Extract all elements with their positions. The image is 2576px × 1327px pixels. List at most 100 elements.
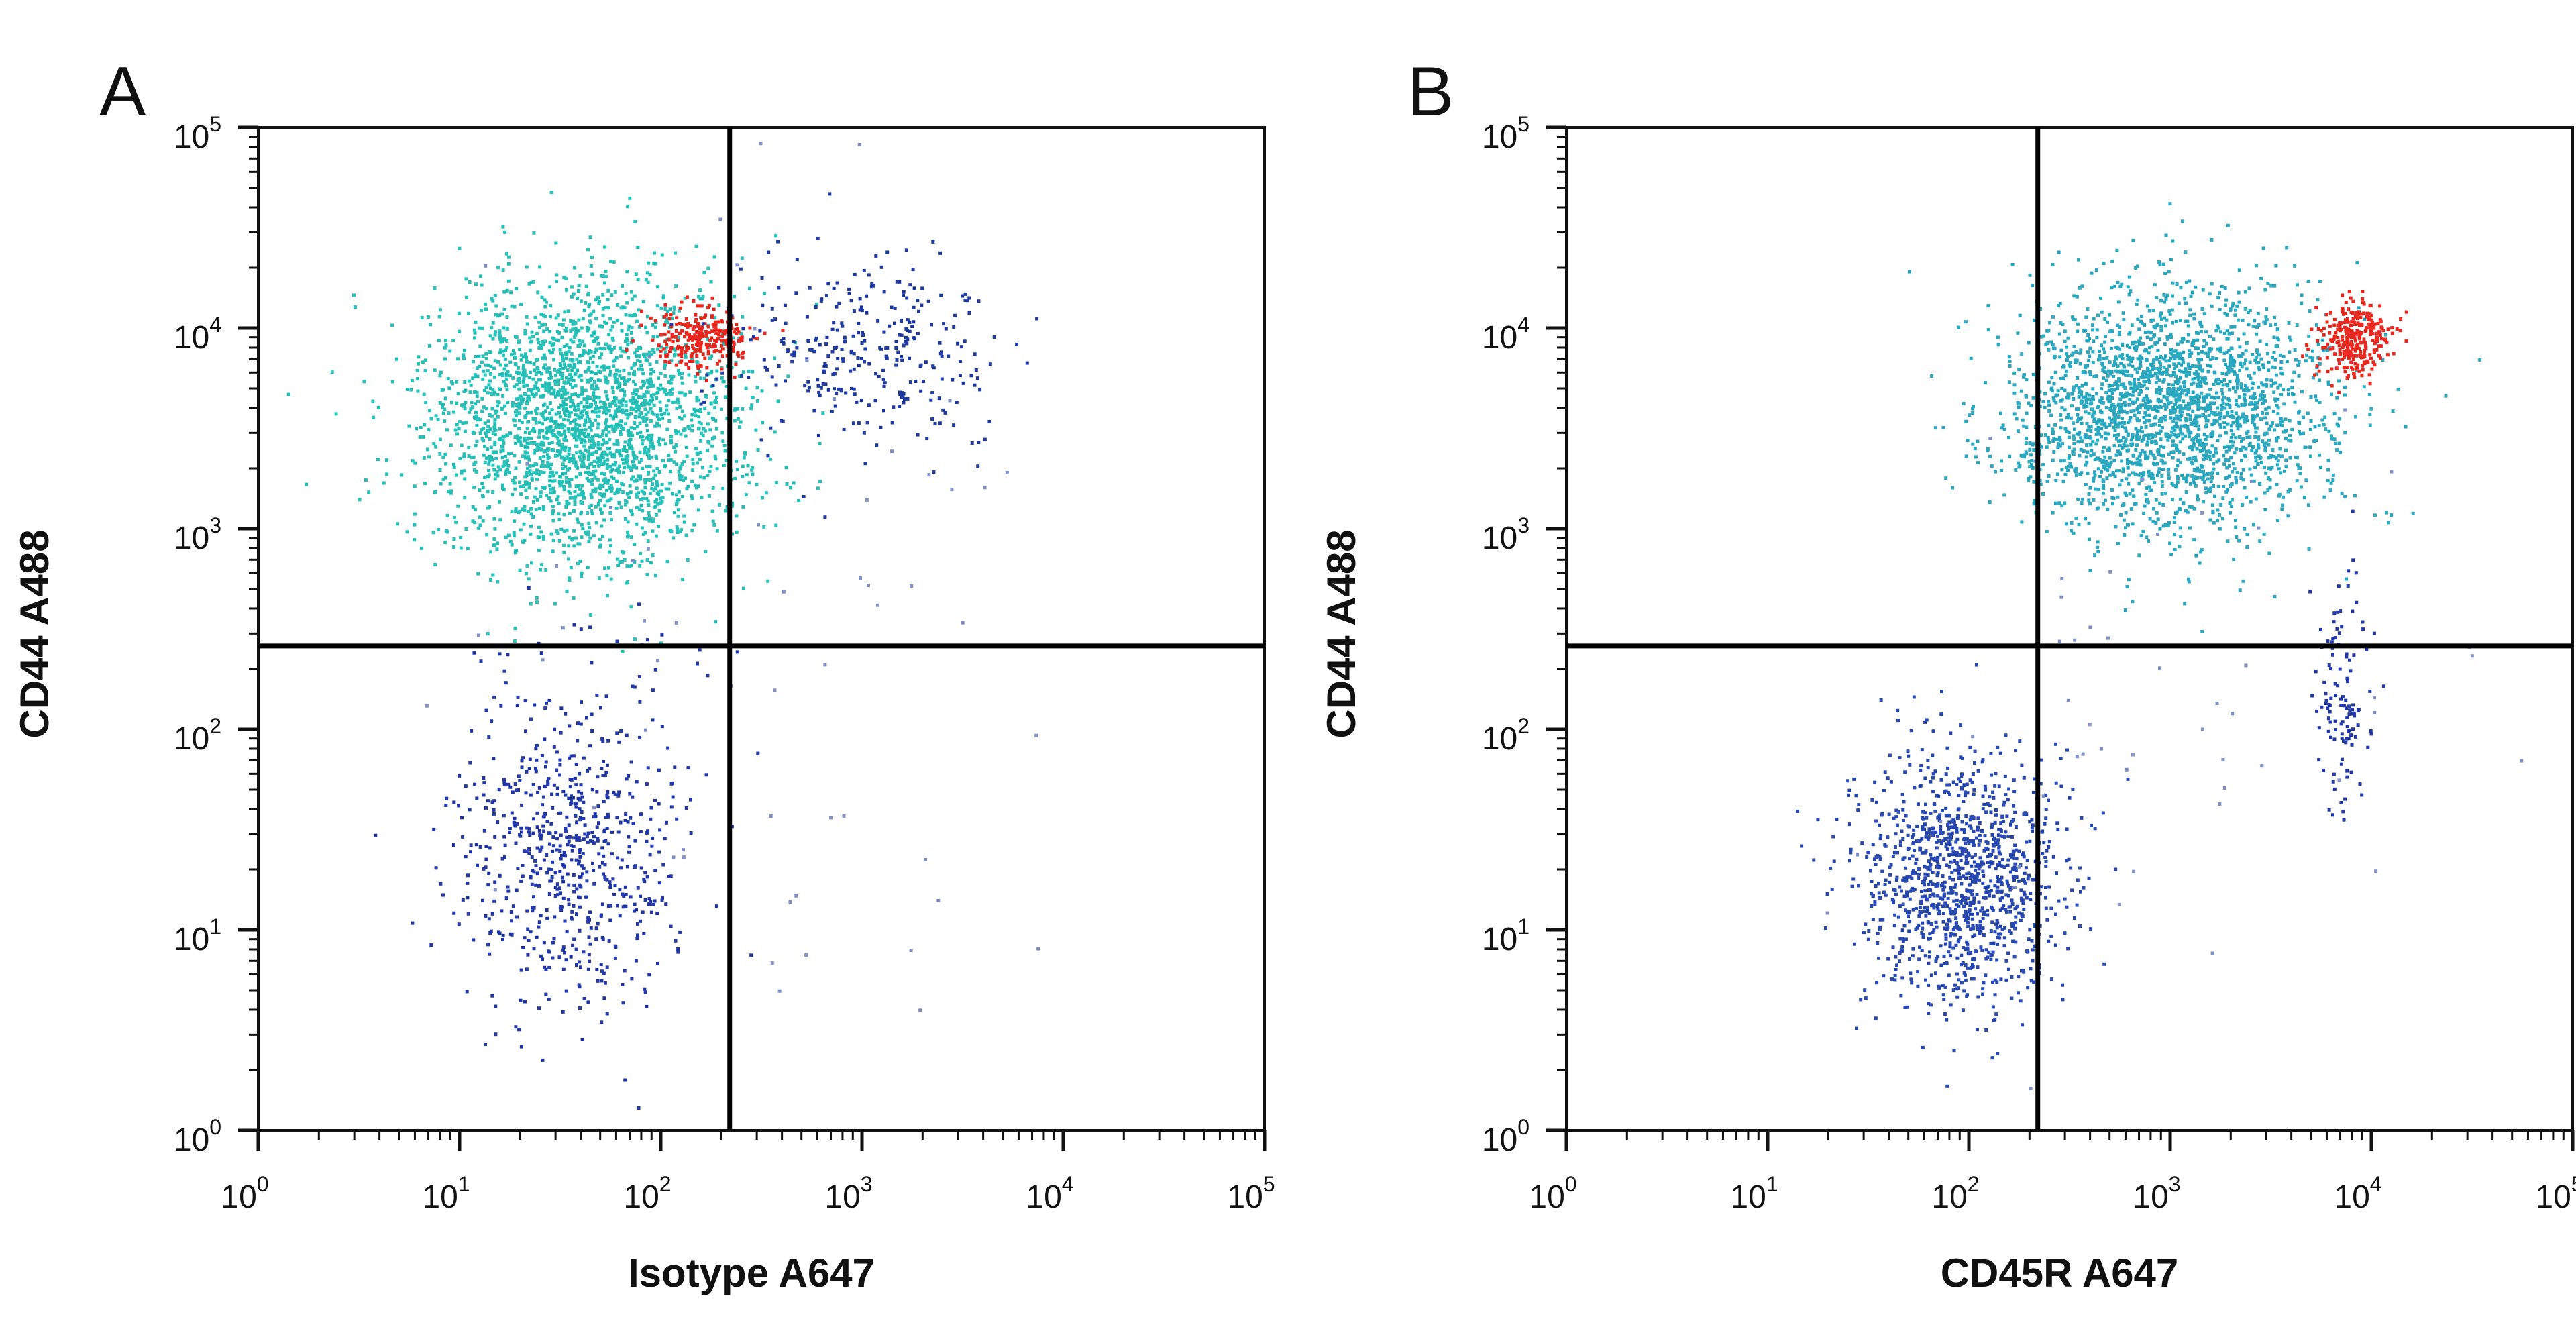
event-dot bbox=[828, 192, 832, 196]
event-dot bbox=[505, 346, 509, 350]
event-dot bbox=[702, 376, 706, 380]
event-dot bbox=[737, 339, 741, 343]
event-dot bbox=[577, 960, 581, 964]
event-dot bbox=[2298, 472, 2302, 476]
event-dot bbox=[2192, 507, 2196, 511]
event-dot bbox=[561, 393, 565, 397]
event-dot bbox=[513, 441, 517, 445]
event-dot bbox=[372, 415, 375, 419]
event-dot bbox=[2093, 553, 2097, 558]
event-dot bbox=[568, 724, 572, 728]
event-dot bbox=[459, 535, 463, 539]
event-dot bbox=[407, 424, 411, 428]
event-dot bbox=[585, 870, 589, 874]
event-dot bbox=[376, 458, 380, 461]
event-dot bbox=[564, 397, 568, 401]
event-dot bbox=[2254, 459, 2258, 463]
event-dot bbox=[2043, 392, 2047, 396]
event-dot bbox=[2269, 323, 2273, 327]
event-dot bbox=[557, 323, 561, 327]
event-dot bbox=[484, 407, 488, 411]
event-dot bbox=[570, 478, 574, 482]
event-dot bbox=[905, 341, 909, 346]
event-dot bbox=[549, 191, 553, 194]
event-dot bbox=[699, 450, 703, 454]
event-dot bbox=[698, 304, 702, 308]
event-dot bbox=[2255, 332, 2259, 336]
event-dot bbox=[447, 490, 451, 494]
event-dot bbox=[643, 451, 647, 455]
event-dot bbox=[701, 295, 705, 299]
event-dot bbox=[497, 788, 501, 792]
event-dot bbox=[542, 403, 545, 407]
event-dot bbox=[536, 367, 540, 371]
event-dot bbox=[549, 822, 553, 826]
event-dot bbox=[2273, 366, 2277, 370]
event-dot bbox=[2219, 425, 2223, 429]
event-dot bbox=[589, 264, 593, 268]
event-dot bbox=[2188, 308, 2192, 312]
event-dot bbox=[853, 392, 857, 396]
event-dot bbox=[525, 826, 529, 830]
event-dot bbox=[588, 959, 591, 963]
event-dot bbox=[643, 419, 647, 423]
event-dot bbox=[633, 351, 637, 355]
event-dot bbox=[604, 425, 608, 429]
event-dot bbox=[606, 365, 610, 369]
event-dot bbox=[747, 376, 751, 379]
event-dot bbox=[663, 366, 667, 370]
event-dot bbox=[725, 505, 729, 509]
event-dot bbox=[788, 900, 792, 904]
event-dot bbox=[513, 519, 516, 523]
event-dot bbox=[647, 897, 651, 901]
event-dot bbox=[596, 839, 600, 843]
event-dot bbox=[659, 372, 663, 375]
event-dot bbox=[423, 423, 427, 427]
event-dot bbox=[756, 751, 760, 755]
event-dot bbox=[593, 476, 597, 480]
event-dot bbox=[623, 390, 627, 394]
event-dot bbox=[2085, 392, 2089, 396]
event-dot bbox=[700, 297, 704, 301]
event-dot bbox=[626, 342, 630, 346]
event-dot bbox=[488, 846, 492, 850]
event-dot bbox=[582, 866, 586, 870]
event-dot bbox=[2077, 523, 2081, 527]
event-dot bbox=[603, 459, 607, 463]
event-dot bbox=[505, 327, 509, 331]
event-dot bbox=[603, 480, 607, 484]
event-dot bbox=[543, 965, 547, 969]
event-dot bbox=[955, 401, 959, 404]
event-dot bbox=[494, 472, 498, 476]
event-dot bbox=[583, 832, 587, 836]
event-dot bbox=[536, 337, 540, 341]
event-dot bbox=[486, 799, 490, 803]
event-dot bbox=[860, 309, 864, 313]
event-dot bbox=[580, 326, 584, 330]
event-dot bbox=[577, 433, 581, 437]
event-dot bbox=[2231, 432, 2235, 436]
event-dot bbox=[2198, 320, 2202, 324]
event-dot bbox=[477, 354, 481, 358]
event-dot bbox=[2179, 406, 2183, 410]
event-dot bbox=[2116, 323, 2120, 327]
event-dot bbox=[2094, 442, 2098, 446]
event-dot bbox=[2086, 428, 2090, 432]
event-dot bbox=[530, 478, 534, 482]
event-dot bbox=[924, 360, 928, 364]
event-dot bbox=[2147, 413, 2151, 417]
event-dot bbox=[513, 476, 517, 480]
event-dot bbox=[655, 421, 659, 425]
event-dot bbox=[574, 438, 578, 442]
event-dot bbox=[449, 443, 453, 447]
event-dot bbox=[737, 330, 741, 334]
event-dot bbox=[835, 345, 839, 349]
event-dot bbox=[496, 465, 500, 469]
event-dot bbox=[736, 327, 740, 331]
event-dot bbox=[493, 880, 497, 884]
event-dot bbox=[484, 434, 488, 438]
event-dot bbox=[2154, 405, 2158, 409]
event-dot bbox=[647, 519, 651, 523]
event-dot bbox=[967, 296, 971, 300]
event-dot bbox=[2192, 481, 2196, 485]
